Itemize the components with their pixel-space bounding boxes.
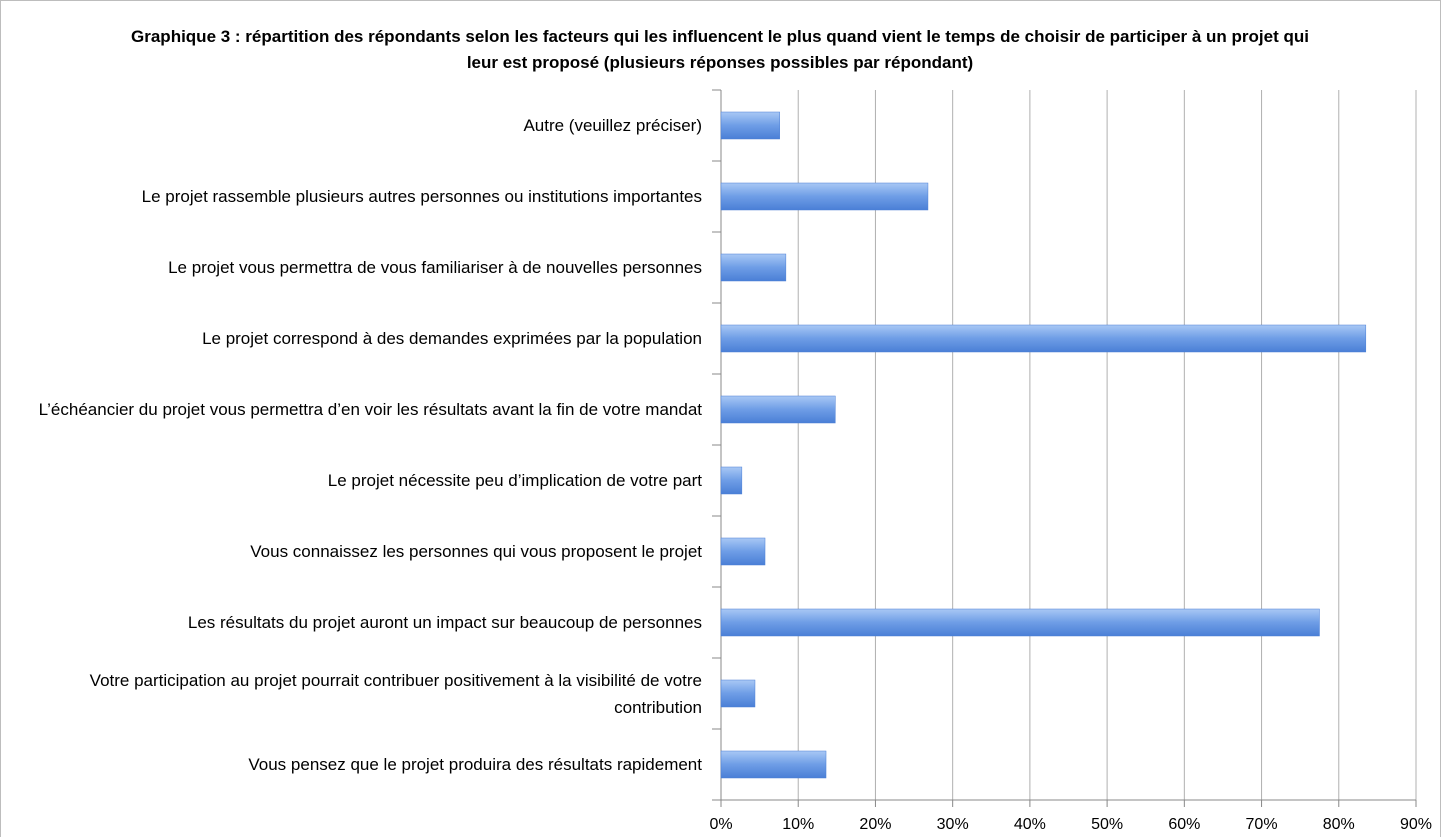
x-tick-label: 20% [859,816,891,833]
y-tick-label: Le projet correspond à des demandes expr… [202,329,702,348]
x-tick-label: 60% [1168,816,1200,833]
y-tick-label: Le projet nécessite peu d’implication de… [327,471,702,490]
x-tick-label: 40% [1014,816,1046,833]
x-tick-label: 80% [1323,816,1355,833]
bar [720,608,1320,637]
y-tick-label: Vous connaissez les personnes qui vous p… [250,542,702,561]
bar [720,182,929,211]
x-tick-label: 70% [1246,816,1278,833]
x-tick-label: 50% [1091,816,1123,833]
x-tick-label: 10% [782,816,814,833]
y-tick-label: Votre participation au projet pourrait c… [89,670,702,717]
chart-title: Graphique 3 : répartition des répondants… [131,27,1309,72]
y-tick-label: Le projet vous permettra de vous familia… [168,258,702,277]
y-tick-label: Les résultats du projet auront un impact… [187,613,702,632]
bar [720,395,836,424]
x-tick-label: 90% [1400,816,1432,833]
bar [720,253,787,282]
y-tick-label: L’échéancier du projet vous permettra d’… [38,400,702,419]
y-tick-label: Le projet rassemble plusieurs autres per… [141,187,702,206]
bar [720,324,1367,353]
bar [720,466,743,495]
bar [720,537,766,566]
bar [720,111,780,140]
bar [720,750,827,779]
x-tick-label: 0% [709,816,732,833]
y-tick-label: Vous pensez que le projet produira des r… [248,755,702,774]
bar [720,679,756,708]
y-tick-label: Autre (veuillez préciser) [523,116,702,135]
x-tick-label: 30% [937,816,969,833]
